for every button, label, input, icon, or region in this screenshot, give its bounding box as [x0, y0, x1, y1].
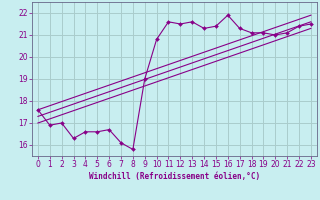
X-axis label: Windchill (Refroidissement éolien,°C): Windchill (Refroidissement éolien,°C) [89, 172, 260, 181]
